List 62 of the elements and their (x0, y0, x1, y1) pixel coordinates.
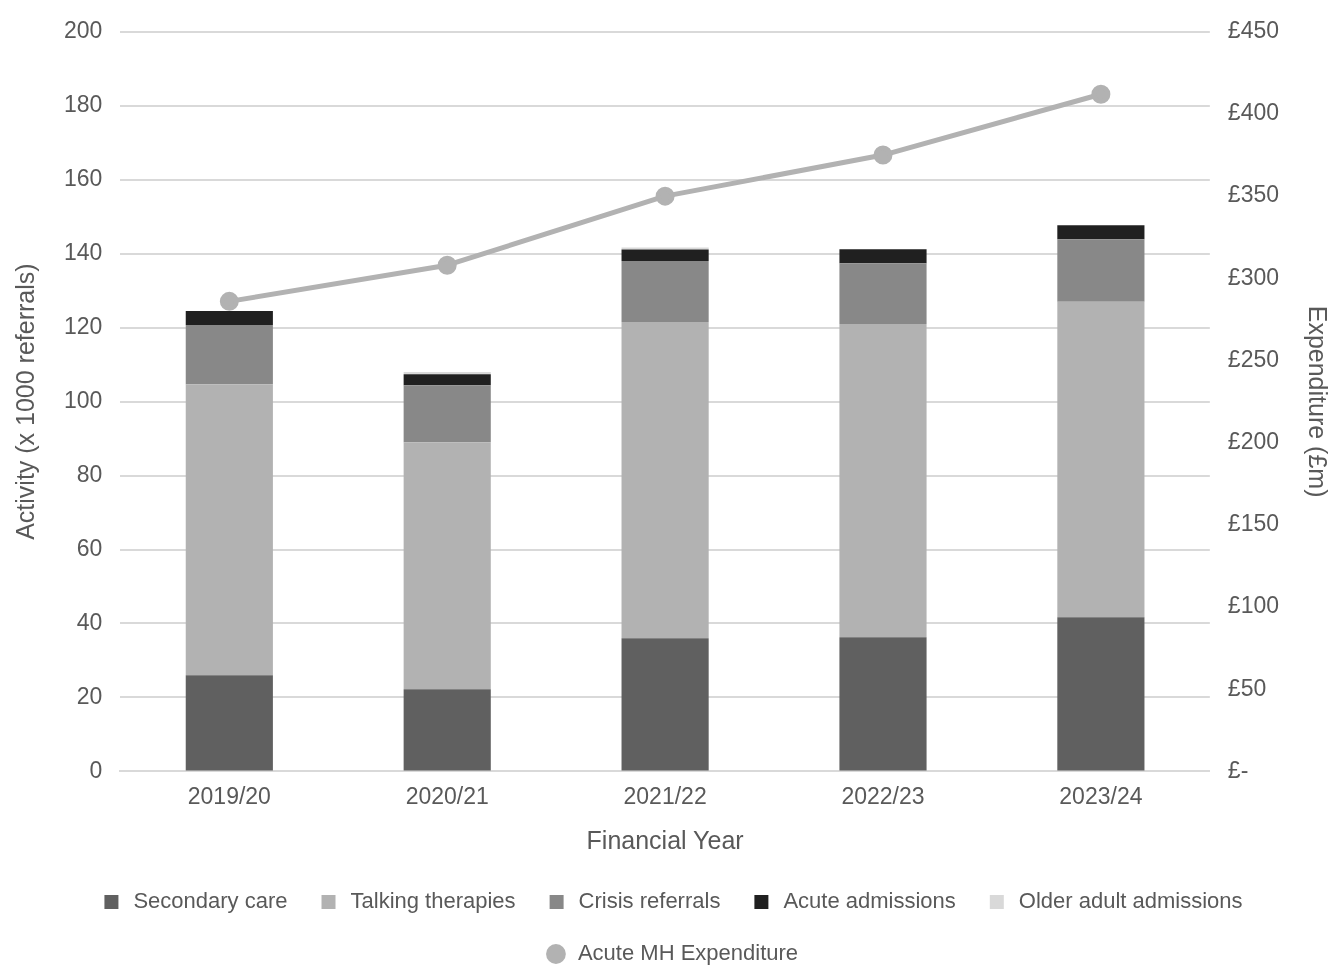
legend-label: Secondary care (133, 888, 288, 914)
y2-tick-label: £150 (1227, 510, 1280, 537)
bar (185, 384, 273, 676)
y-tick-label: 140 (64, 239, 103, 266)
y2-tick-label: £100 (1227, 592, 1280, 619)
bar (1057, 239, 1145, 302)
x-tick-label: 2021/22 (623, 782, 707, 809)
bar (621, 322, 709, 639)
bar (185, 311, 273, 326)
point (219, 291, 239, 311)
y-tick-label: 120 (64, 312, 103, 339)
y-tick-label: 180 (64, 91, 103, 118)
y2-axis-title: Expenditure (£m) (1304, 305, 1333, 498)
legend-label: Older adult admissions (1018, 888, 1243, 914)
bar (403, 374, 491, 386)
legend-label: Crisis referrals (578, 888, 721, 914)
y-tick-label: 80 (76, 460, 103, 487)
y-tick-label: 160 (64, 165, 103, 192)
y-tick-label: 40 (76, 608, 103, 635)
bar (403, 372, 491, 375)
x-tick-label: 2022/23 (841, 782, 925, 809)
x-tick-label: 2023/24 (1059, 782, 1143, 809)
x-tick-label: 2019/20 (187, 782, 271, 809)
y-tick-label: 60 (76, 534, 103, 561)
y-axis-title: Activity (x 1000 referrals) (10, 263, 39, 540)
y-tick-label: 200 (64, 17, 103, 44)
bar (1057, 225, 1145, 240)
bar (185, 325, 273, 385)
bar (621, 249, 709, 262)
y-tick-label: 20 (76, 682, 103, 709)
point (1091, 84, 1111, 104)
bar (839, 323, 927, 638)
y2-tick-label: £200 (1227, 428, 1280, 455)
y-tick-label: 100 (64, 386, 103, 413)
y2-tick-label: £250 (1227, 345, 1280, 372)
point (873, 145, 893, 165)
bar (403, 689, 491, 771)
x-tick-label: 2020/21 (405, 782, 489, 809)
y-tick-label: 0 (89, 756, 103, 783)
y2-tick-label: £400 (1227, 99, 1280, 126)
point (437, 255, 457, 275)
bar (1057, 301, 1145, 618)
bar (403, 442, 491, 690)
y2-tick-label: £300 (1227, 263, 1280, 290)
bar (403, 385, 491, 443)
y2-tick-label: £- (1227, 756, 1249, 783)
bar (185, 675, 273, 771)
y2-tick-label: £350 (1227, 181, 1280, 208)
bar (621, 247, 709, 250)
bar (621, 638, 709, 771)
y2-tick-label: £450 (1227, 17, 1280, 44)
bar (839, 263, 927, 324)
y2-tick-label: £50 (1227, 674, 1267, 701)
point (655, 186, 675, 206)
legend-label: Acute admissions (783, 888, 956, 914)
bar (621, 261, 709, 323)
bar (1057, 617, 1145, 771)
legend-label: Talking therapies (350, 888, 516, 914)
bar (839, 249, 927, 264)
x-axis-title: Financial Year (586, 825, 744, 854)
bar (839, 637, 927, 771)
legend-label: Acute MH Expenditure (577, 940, 799, 966)
